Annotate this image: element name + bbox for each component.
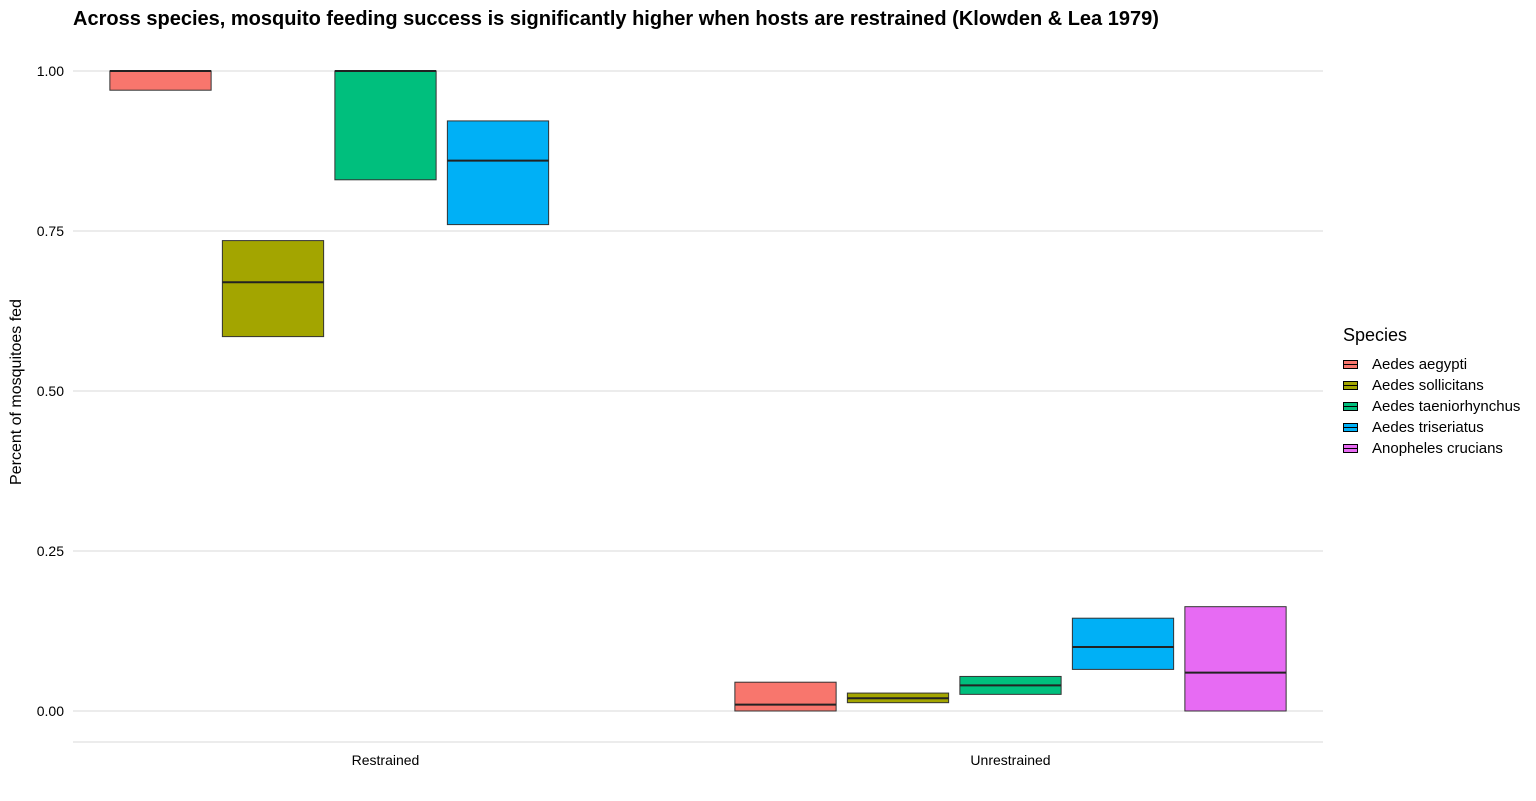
y-tick-label: 0.25	[37, 543, 64, 559]
legend-item: Aedes sollicitans	[1343, 375, 1520, 396]
box	[1071, 617, 1175, 670]
box	[334, 70, 437, 181]
legend-key	[1343, 400, 1359, 414]
legend-title: Species	[1343, 325, 1408, 345]
box	[109, 70, 212, 91]
legend-label: Aedes triseriatus	[1372, 419, 1484, 436]
x-tick-label: Unrestrained	[970, 752, 1050, 768]
y-tick-label: 1.00	[37, 63, 64, 79]
box	[446, 120, 550, 226]
legend-label: Aedes taeniorhynchus	[1372, 398, 1521, 415]
legend-item: Aedes aegypti	[1343, 354, 1520, 375]
x-tick-label: Restrained	[352, 752, 420, 768]
legend-items: Aedes aegypti Aedes sollicitans Aedes taen…	[1343, 354, 1520, 459]
legend-item: Anopheles crucians	[1343, 438, 1520, 459]
box	[221, 240, 325, 338]
y-tick-label: 0.00	[37, 703, 64, 719]
legend-key	[1343, 379, 1359, 393]
y-tick-label: 0.50	[37, 383, 64, 399]
legend-label: Aedes aegypti	[1372, 356, 1468, 373]
box	[1184, 606, 1287, 712]
legend: Species Aedes aegypti Aedes sollicitans Ae…	[1343, 325, 1520, 459]
chart-title: Across species, mosquito feeding success…	[73, 8, 1159, 30]
y-tick-label: 0.75	[37, 223, 64, 239]
legend-key	[1343, 442, 1359, 456]
legend-key	[1343, 358, 1359, 372]
legend-label: Aedes sollicitans	[1372, 377, 1484, 394]
box	[734, 681, 837, 712]
legend-label: Anopheles crucians	[1372, 440, 1503, 457]
legend-item: Aedes triseriatus	[1343, 417, 1520, 438]
legend-item: Aedes taeniorhynchus	[1343, 396, 1520, 417]
legend-key	[1343, 421, 1359, 435]
